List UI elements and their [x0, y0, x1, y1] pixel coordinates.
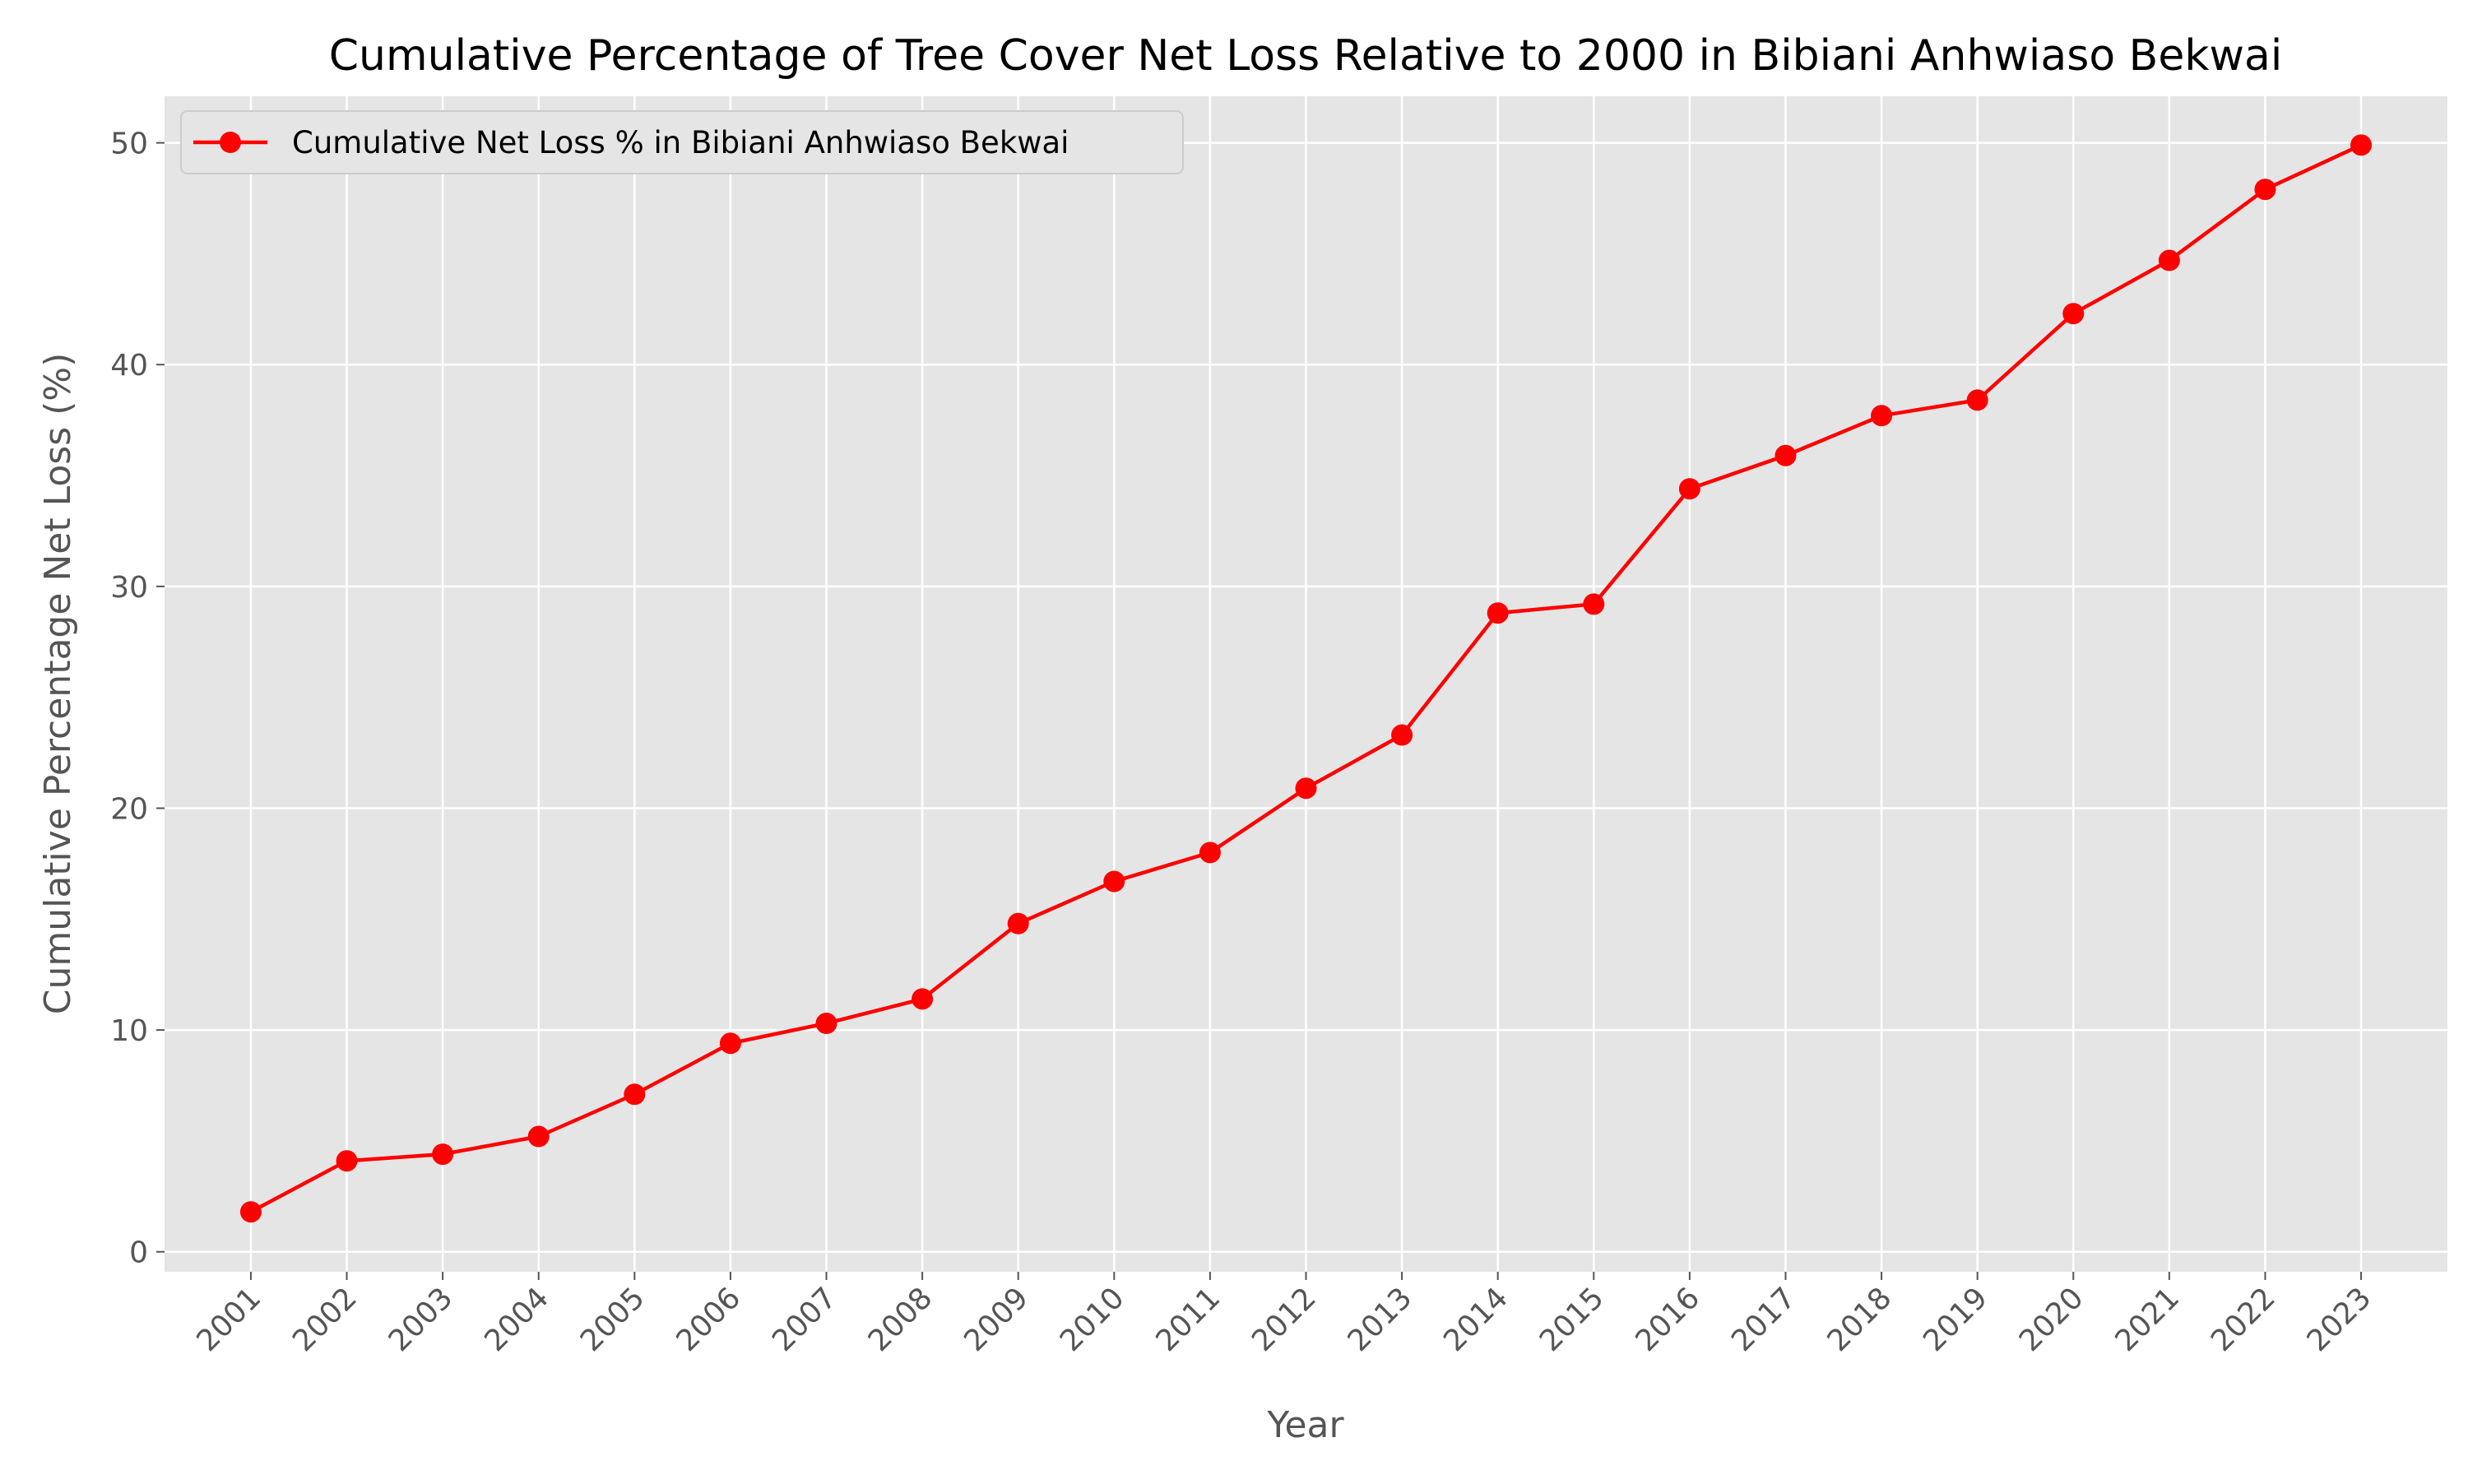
y-tick-label: 10: [110, 1014, 148, 1048]
x-tick-label: 2022: [2205, 1281, 2282, 1358]
data-point: [1295, 777, 1317, 800]
legend-box: [180, 110, 1184, 174]
chart-title: Cumulative Percentage of Tree Cover Net …: [329, 31, 2283, 81]
data-point: [1103, 870, 1125, 893]
x-tick-label: 2019: [1917, 1281, 1994, 1358]
y-tick-label: 30: [110, 571, 148, 605]
x-tick-label: 2020: [2013, 1281, 2090, 1358]
data-point: [815, 1013, 837, 1035]
data-point: [1966, 389, 1988, 411]
x-tick-label: 2015: [1533, 1281, 1611, 1358]
data-point: [2254, 179, 2276, 201]
x-tick-label: 2003: [383, 1281, 460, 1358]
x-tick-label: 2021: [2108, 1281, 2186, 1358]
x-tick-label: 2001: [191, 1281, 268, 1358]
x-tick-label: 2009: [958, 1281, 1035, 1358]
y-axis: 0 10 20 30 40 50: [110, 128, 165, 1270]
data-point: [1678, 478, 1700, 500]
y-tick-label: 50: [110, 128, 148, 161]
x-tick-label: 2018: [1821, 1281, 1899, 1358]
data-point: [1391, 724, 1413, 746]
x-tick-label: 2023: [2301, 1281, 2378, 1358]
x-axis-label: Year: [1266, 1404, 1344, 1446]
data-point: [719, 1032, 741, 1055]
x-tick-label: 2007: [766, 1281, 843, 1358]
x-tick-label: 2002: [286, 1281, 364, 1358]
x-tick-label: 2014: [1437, 1281, 1515, 1358]
data-point: [239, 1201, 262, 1223]
data-point: [1583, 593, 1605, 615]
x-tick-label: 2008: [862, 1281, 939, 1358]
data-point: [2062, 303, 2085, 325]
y-tick-label: 20: [110, 792, 148, 826]
series: [239, 134, 2373, 1223]
grid: [165, 96, 2447, 1272]
x-tick-label: 2013: [1342, 1281, 1419, 1358]
y-tick-label: 0: [129, 1236, 148, 1270]
x-tick-label: 2004: [478, 1281, 555, 1358]
x-axis: 2001 2002 2003 2004 2005 2006 2007 2008 2009 2010…: [191, 1272, 2378, 1358]
data-point: [912, 988, 934, 1010]
x-tick-label: 2012: [1246, 1281, 1323, 1358]
x-tick-label: 2005: [574, 1281, 652, 1358]
data-point: [2158, 249, 2180, 271]
legend-label: Cumulative Net Loss % in Bibiani Anhwias…: [292, 125, 1069, 160]
legend: Cumulative Net Loss % in Bibiani Anhwias…: [180, 110, 1184, 174]
data-point: [624, 1083, 646, 1106]
data-point: [2350, 134, 2373, 156]
x-tick-label: 2006: [670, 1281, 748, 1358]
data-point: [1199, 842, 1221, 864]
x-tick-label: 2011: [1149, 1281, 1227, 1358]
data-point: [1487, 602, 1509, 624]
data-point: [336, 1150, 358, 1172]
data-point: [1774, 444, 1797, 466]
y-tick-label: 40: [110, 349, 148, 383]
data-point: [432, 1143, 454, 1166]
legend-marker: [220, 132, 241, 153]
x-tick-label: 2010: [1054, 1281, 1131, 1358]
x-tick-label: 2017: [1725, 1281, 1802, 1358]
data-point: [527, 1125, 550, 1148]
data-point: [1871, 405, 1893, 427]
y-axis-label: Cumulative Percentage Net Loss (%): [37, 353, 79, 1014]
x-tick-label: 2016: [1629, 1281, 1706, 1358]
data-point: [1007, 912, 1029, 934]
